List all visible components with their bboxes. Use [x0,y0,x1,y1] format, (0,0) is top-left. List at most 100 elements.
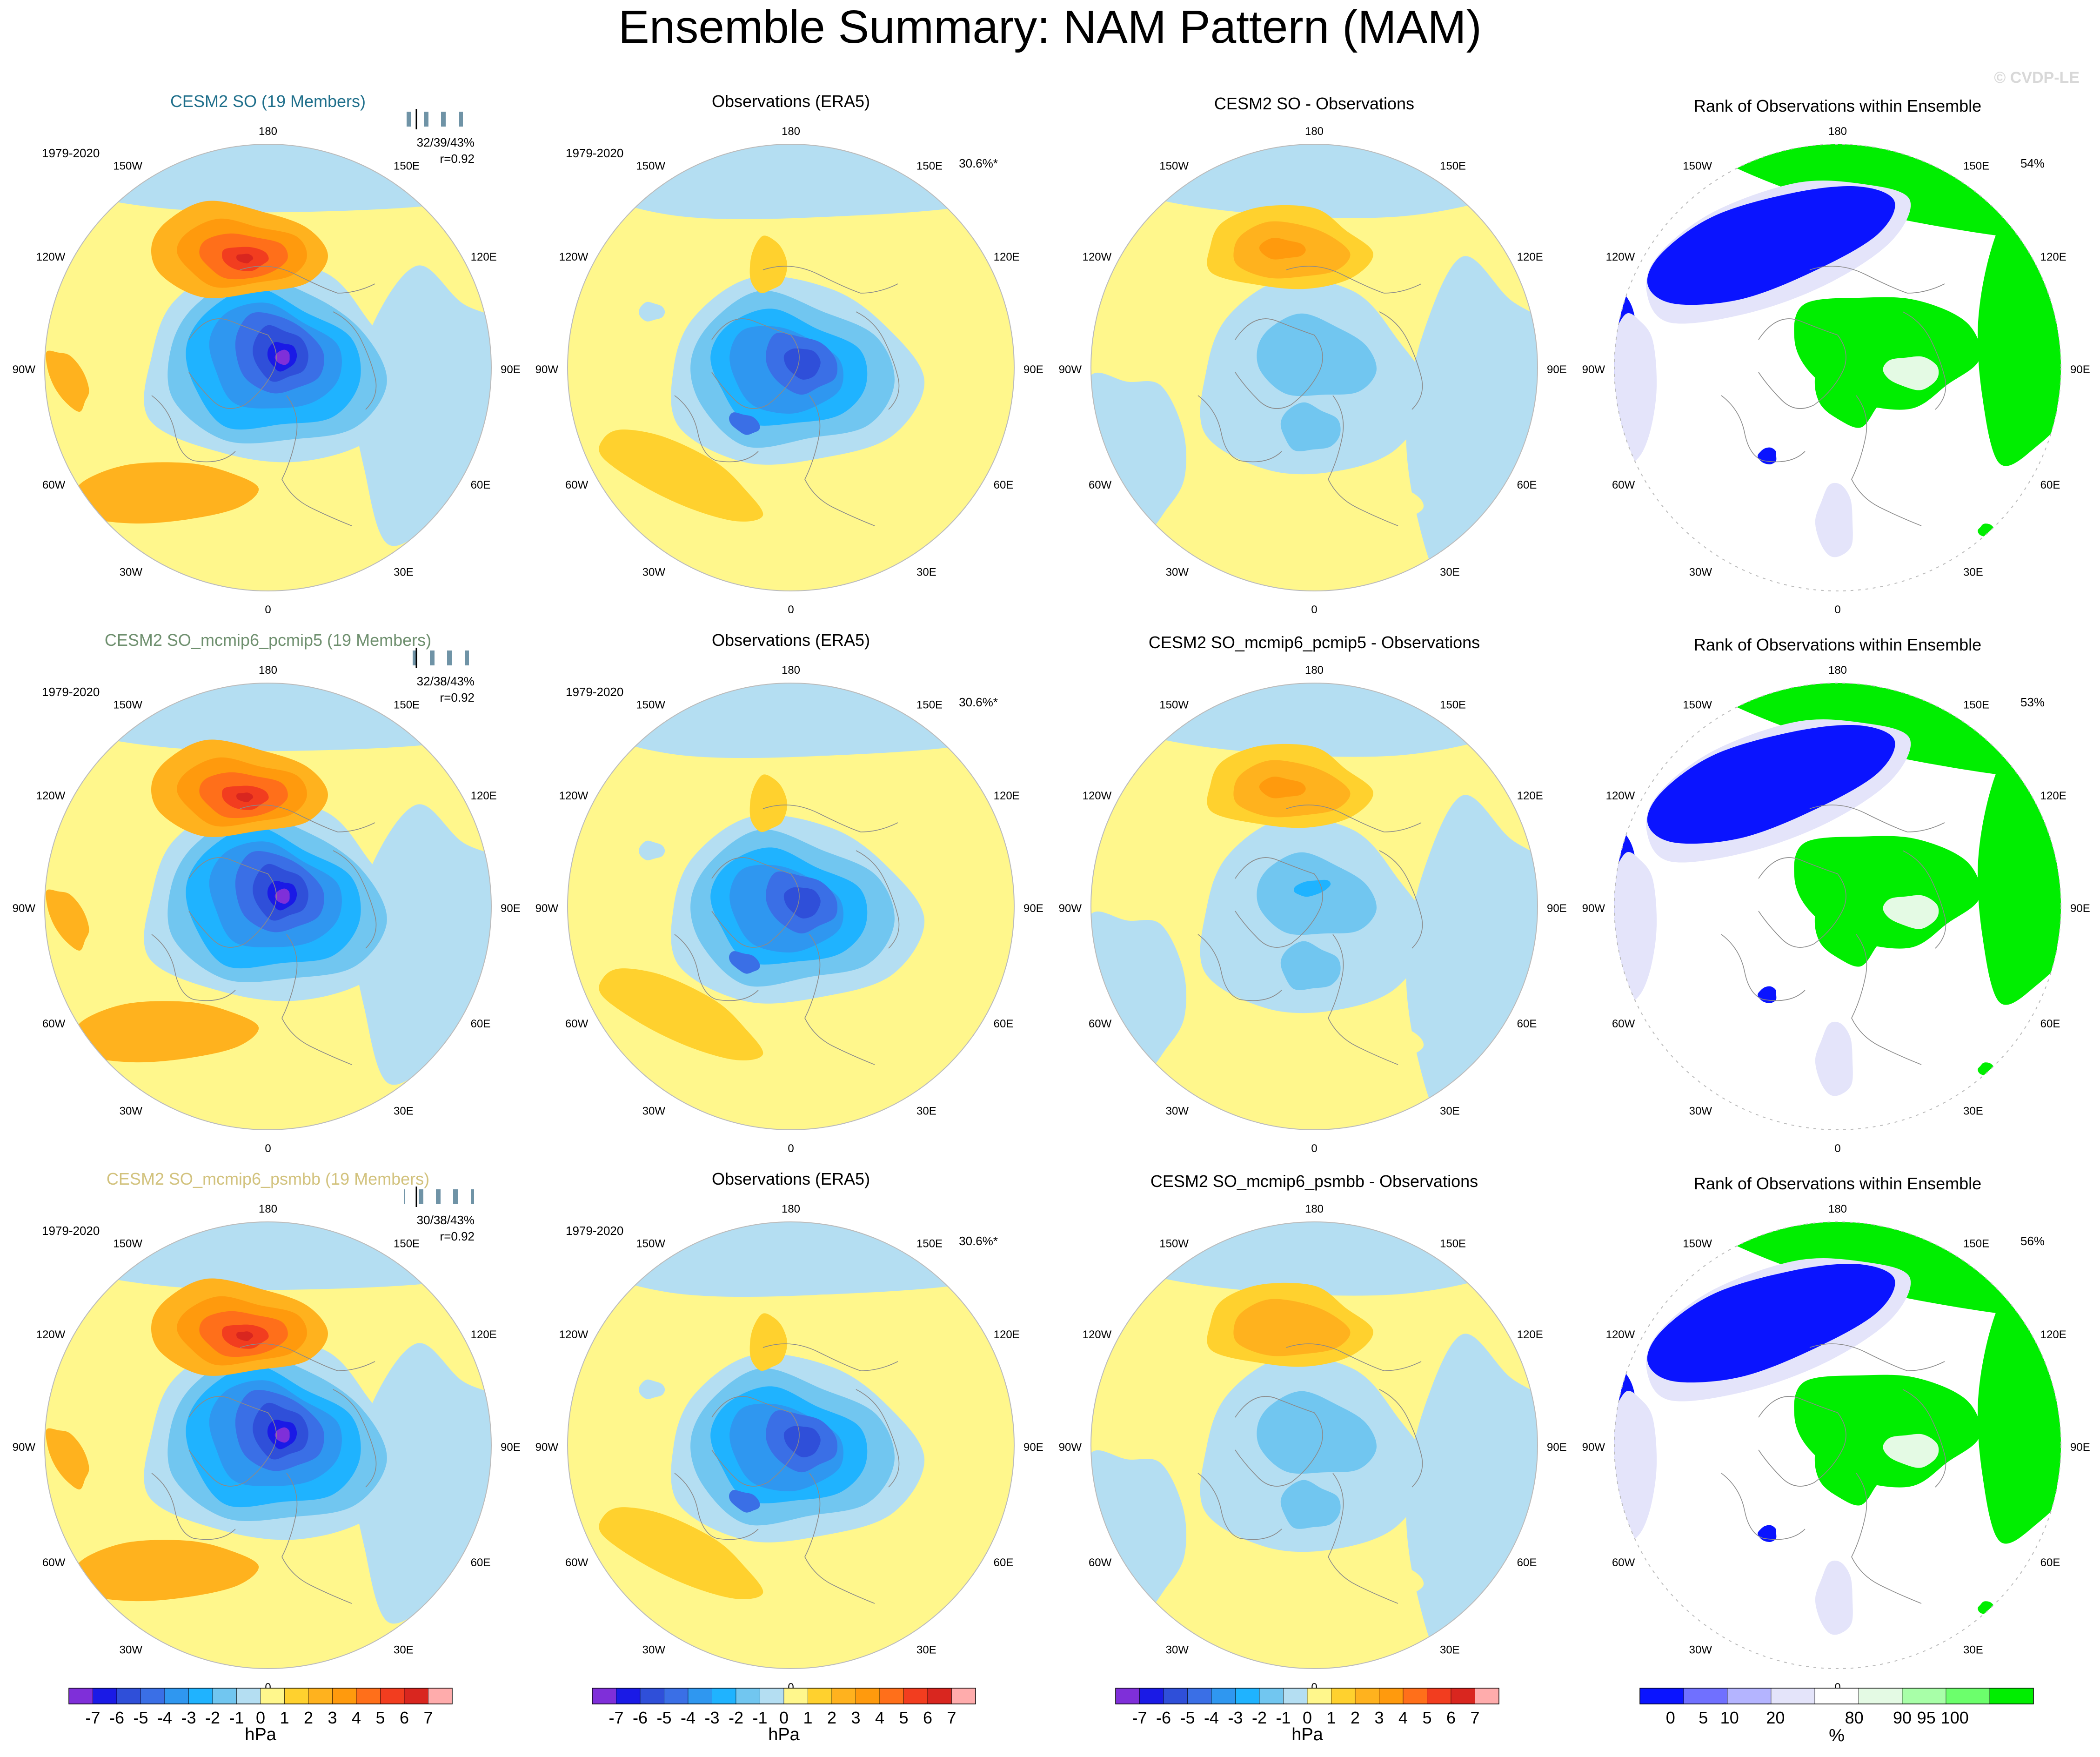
colorbar-tick: -5 [1180,1708,1195,1727]
lon-label-60W: 60W [42,479,66,491]
lon-label-120W: 120W [1083,251,1112,263]
colorbar-box [1814,1688,1859,1704]
coastline [281,1473,352,1604]
colorbar-box [356,1688,381,1704]
panel-difference: 180 0 150W 150E 120W 120E 90W 90E 60W 60E 30W 30E CE… [1059,94,1567,616]
colorbar-tick: 0 [779,1708,789,1727]
lon-label-90E: 90E [2070,902,2090,915]
arctic-contour [274,349,290,365]
colorbar-box [1139,1688,1164,1704]
lon-label-30W: 30W [120,1105,143,1118]
colorbar-box [116,1688,141,1704]
atlantic-contour [72,462,259,524]
colorbar-tick: -1 [752,1708,767,1727]
lon-label-30W: 30W [1166,566,1189,579]
rank-percent-label: 56% [2020,1234,2045,1248]
colorbar-box [308,1688,333,1704]
colorbar-tick: 1 [803,1708,812,1727]
arctic-contour [729,1490,760,1513]
lon-label-120E: 120E [994,790,1020,802]
coastline [1721,934,1806,1001]
rank-region-mid [1883,356,1939,390]
correlation-label: r=0.92 [440,1229,475,1243]
lon-label-60E: 60E [2040,1556,2060,1569]
colorbar-tick: 2 [1351,1708,1360,1727]
lon-label-180: 180 [782,664,800,677]
colorbar-tick: 100 [1941,1708,1969,1727]
lon-label-90W: 90W [1059,902,1082,915]
lon-label-60W: 60W [565,1018,589,1030]
lon-label-120W: 120W [1083,790,1112,802]
arctic-contour [729,412,760,435]
arctic-contour [1280,941,1341,990]
lon-label-180: 180 [1828,1203,1847,1215]
coastline [674,1473,759,1540]
colorbar-tick: -2 [205,1708,220,1727]
variance-label: 30.6%* [959,1234,998,1248]
lon-label-90W: 90W [1582,363,1605,376]
lon-label-60W: 60W [1089,1556,1112,1569]
atlantic-contour [72,1001,259,1063]
lon-label-150E: 150E [1440,160,1466,172]
coastline [1902,850,1946,949]
lon-label-150E: 150E [394,160,420,172]
field-region-neg-west [1091,372,1187,535]
panel-title: CESM2 SO_mcmip6_psmbb - Observations [1150,1172,1478,1191]
lon-label-90W: 90W [1582,902,1605,915]
atlantic-contour [72,1540,259,1602]
colorbar-tick: -1 [1276,1708,1291,1727]
lon-label-120E: 120E [2040,790,2067,802]
coastline [856,1389,900,1488]
lon-label-0: 0 [1834,1142,1840,1155]
lon-label-0: 0 [788,604,794,616]
lon-label-120E: 120E [471,790,497,802]
lon-label-120E: 120E [1517,251,1543,263]
colorbar-tick: 4 [875,1708,884,1727]
lon-label-150E: 150E [916,160,943,172]
colorbar-tick: 2 [304,1708,313,1727]
colorbar-rank: 0 5 10 20 80 90 95 100% [1639,1688,2034,1745]
coastline [1328,395,1398,526]
stats-label: 30/38/43% [417,1213,475,1227]
colorbar-box [236,1688,261,1704]
colorbar-box [664,1688,689,1704]
colorbar-frame [1639,1688,2034,1704]
colorbar-box [1683,1688,1728,1704]
lon-label-90W: 90W [1059,363,1082,376]
lon-label-150W: 150W [636,1237,665,1250]
lon-label-150W: 150W [1159,698,1189,711]
lon-label-180: 180 [1828,664,1847,677]
lon-label-150E: 150E [1440,1237,1466,1250]
colorbar-hpa-2: -7 -6 -5 -4 -3 -2 -1 0 1 2 3 4 5 6 7 hPa [592,1688,976,1744]
lon-label-90E: 90E [2070,1441,2090,1454]
panel-title: Rank of Observations within Ensemble [1694,635,1981,654]
colorbar-units: hPa [768,1725,800,1744]
correlation-label: r=0.92 [440,152,475,166]
lon-label-120E: 120E [471,1328,497,1341]
lon-label-90E: 90E [501,902,521,915]
colorbar-box [1771,1688,1815,1704]
colorbar-box [260,1688,285,1704]
pacific-contour [1259,237,1306,260]
colorbar-tick: 0 [1666,1708,1675,1727]
coastline [240,805,375,832]
period-label: 1979-2020 [566,146,623,160]
colorbar-tick: 1 [280,1708,289,1727]
colorbar-box [616,1688,641,1704]
coastline [151,1473,236,1540]
colorbar-tick: 6 [400,1708,409,1727]
lon-label-90E: 90E [2070,363,2090,376]
colorbar-tick: -7 [85,1708,100,1727]
lon-label-90E: 90E [1023,363,1043,376]
lon-label-150W: 150W [1683,160,1712,172]
coastline [1758,318,1846,409]
lon-label-120E: 120E [471,251,497,263]
pacific-contour [236,254,254,264]
lon-label-30E: 30E [394,566,414,579]
colorbar-box [1451,1688,1475,1704]
lon-label-30E: 30E [1963,1105,1983,1118]
colorbar-box [404,1688,428,1704]
map-outline [1614,144,2061,591]
colorbar-frame [592,1688,976,1704]
map-outline [567,1221,1015,1669]
